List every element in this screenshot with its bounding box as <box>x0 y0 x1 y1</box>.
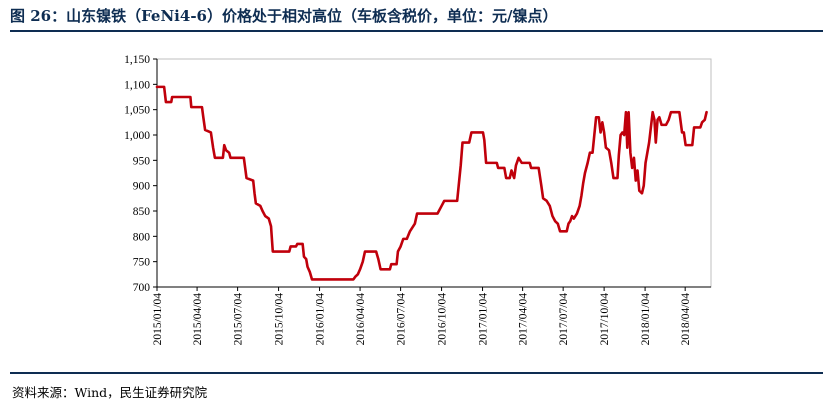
figure-title: 图 26：山东镍铁（FeNi4-6）价格处于相对高位（车板含税价，单位：元/镍点… <box>10 7 558 25</box>
y-tick-label: 700 <box>133 282 151 294</box>
plot-series <box>155 85 708 281</box>
x-tick-label: 2015/07/04 <box>233 293 245 346</box>
x-tick-label: 2016/07/04 <box>396 293 408 346</box>
x-tick-label: 2017/04/04 <box>518 293 530 346</box>
source-note: 资料来源：Wind，民生证券研究院 <box>12 385 208 400</box>
y-tick-label: 850 <box>133 206 151 218</box>
x-tick-label: 2017/01/04 <box>478 293 490 346</box>
x-tick-label: 2015/04/04 <box>192 293 204 346</box>
y-tick-label: 950 <box>133 155 151 167</box>
x-tick-label: 2018/01/04 <box>640 293 652 346</box>
x-tick-label: 2016/01/04 <box>315 293 327 346</box>
x-tick-label: 2018/04/04 <box>680 293 692 346</box>
y-tick-label: 800 <box>133 231 151 243</box>
y-tick-label: 1,150 <box>124 54 150 66</box>
x-tick-label: 2016/04/04 <box>355 293 367 346</box>
y-tick-label: 750 <box>133 257 151 269</box>
y-tick-label: 1,050 <box>124 105 150 117</box>
footer-rule <box>10 372 823 374</box>
y-tick-label: 1,100 <box>124 79 150 91</box>
y-axis: 700 750 800 850 900 950 1,000 1,050 1,100 1,150 <box>124 54 158 294</box>
x-tick-label: 2017/10/04 <box>599 293 611 346</box>
y-tick-label: 900 <box>133 181 151 193</box>
x-tick-label: 2015/01/04 <box>152 293 164 346</box>
title-rule <box>10 30 823 32</box>
series-line-0 <box>155 85 708 281</box>
x-tick-label: 2017/07/04 <box>558 293 570 346</box>
plot-frame <box>156 58 712 288</box>
x-axis: 2015/01/04 2015/04/04 2015/07/04 2015/10/04… <box>152 286 711 346</box>
x-tick-label: 2016/10/04 <box>437 293 449 346</box>
x-tick-label: 2015/10/04 <box>274 293 286 346</box>
y-tick-label: 1,000 <box>124 130 150 142</box>
